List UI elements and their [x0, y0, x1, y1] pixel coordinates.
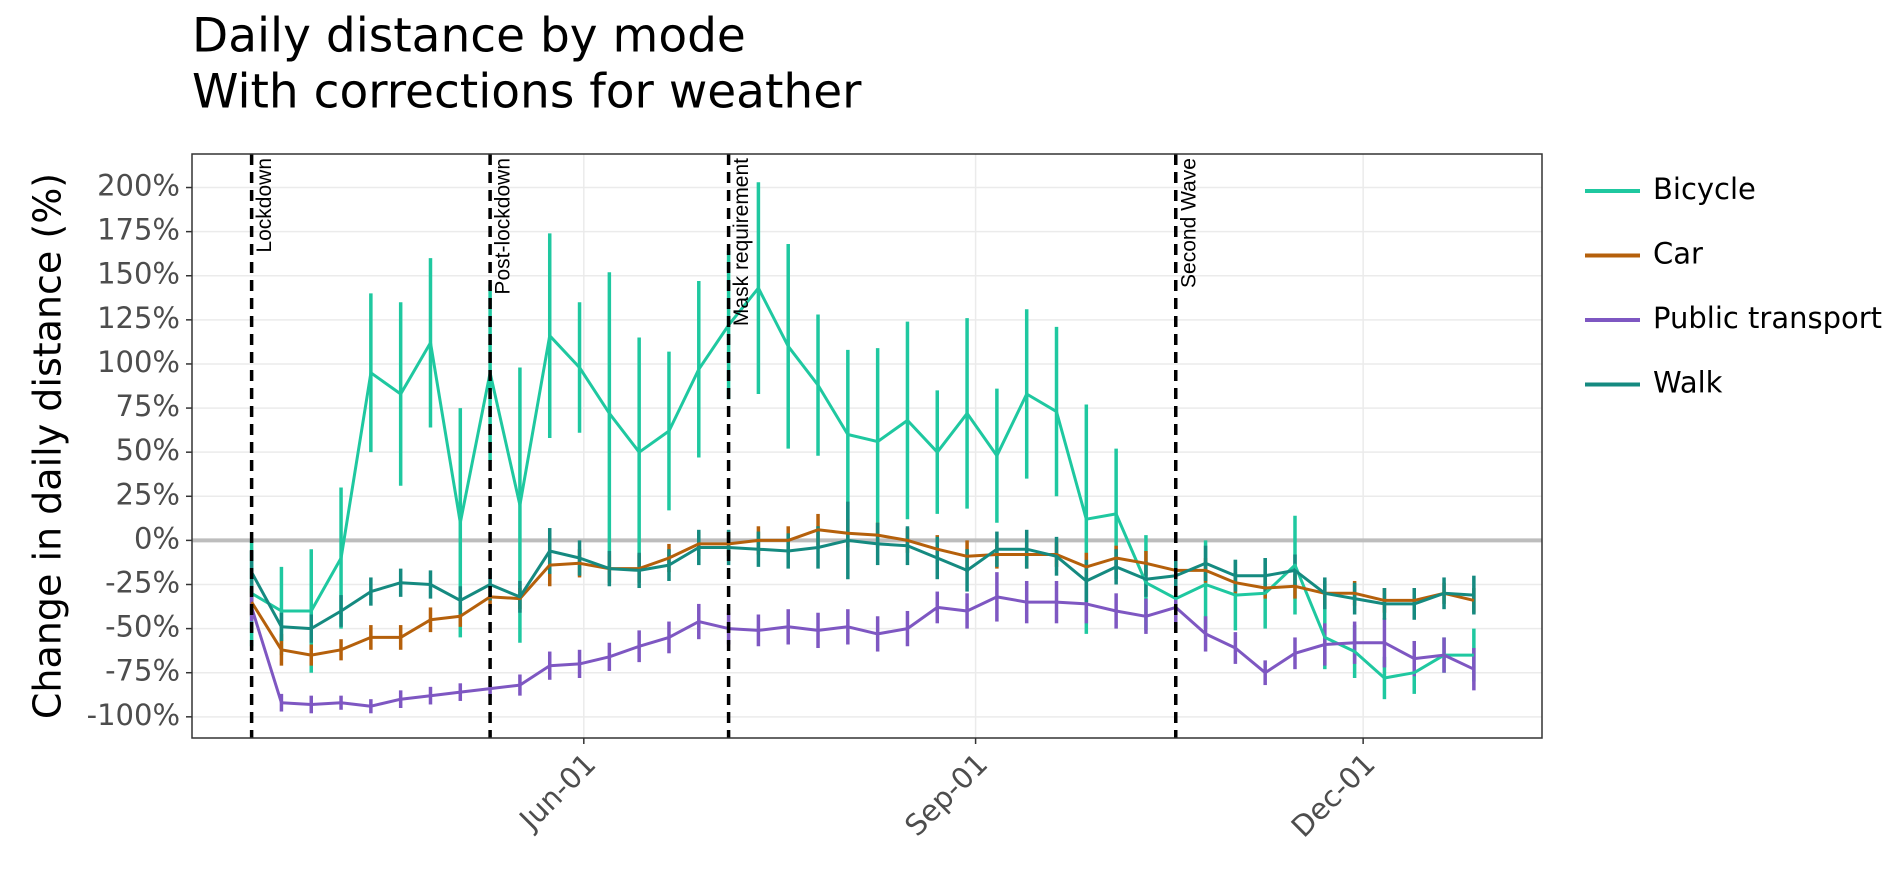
x-tick-label: Sep-01 [898, 747, 994, 843]
event-label: Mask requirement [730, 158, 753, 326]
y-tick-label: 0% [134, 521, 180, 555]
y-tick-label: 200% [97, 169, 180, 203]
y-tick-label: -75% [105, 654, 180, 688]
y-tick-label: -25% [105, 566, 180, 600]
plot-background [192, 154, 1542, 738]
y-axis-label: Change in daily distance (%) [26, 173, 70, 719]
x-tick-label: Dec-01 [1285, 747, 1382, 844]
legend-label: Public transport [1653, 301, 1882, 335]
y-tick-label: -100% [87, 698, 180, 732]
x-tick-label: Jun-01 [511, 747, 602, 838]
y-tick-label: 125% [97, 301, 180, 335]
y-tick-label: 25% [116, 477, 180, 511]
legend-label: Bicycle [1653, 172, 1756, 206]
series-line [250, 528, 1475, 657]
legend-label: Car [1653, 237, 1703, 271]
chart-subtitle: With corrections for weather [192, 65, 862, 120]
chart-title: Daily distance by mode [192, 9, 746, 64]
y-tick-label: 100% [97, 345, 180, 379]
y-tick-label: -50% [105, 610, 180, 644]
legend-label: Walk [1653, 366, 1723, 400]
y-tick-label: 50% [116, 433, 180, 467]
plot-border [191, 153, 1543, 739]
series-line [250, 595, 1475, 708]
series-line [250, 538, 1474, 631]
y-tick-label: 75% [116, 389, 180, 423]
event-label: Lockdown [253, 158, 276, 253]
event-label: Second Wave [1177, 158, 1200, 288]
y-tick-label: 150% [97, 257, 180, 291]
event-label: Post-lockdown [492, 158, 515, 295]
y-tick-label: 175% [97, 213, 180, 247]
